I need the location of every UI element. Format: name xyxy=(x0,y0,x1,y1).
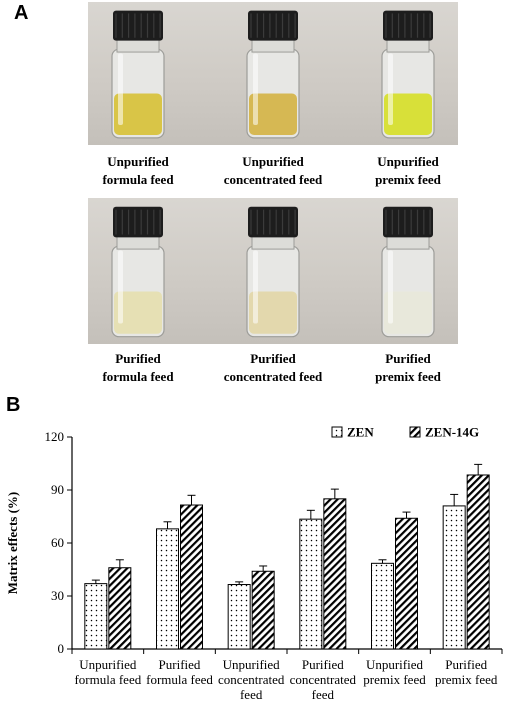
bar-zen xyxy=(371,562,394,650)
vial-label: Unpurified concentrated feed xyxy=(198,153,348,189)
vial-label: Unpurified formula feed xyxy=(63,153,213,189)
bar-zen-14g xyxy=(180,504,203,650)
vial-cap xyxy=(113,206,163,238)
bar-zen-14g xyxy=(395,517,418,650)
vial-liquid xyxy=(384,291,432,334)
vial-glare xyxy=(118,250,123,324)
legend-swatch xyxy=(409,426,421,438)
bar-zen xyxy=(227,584,251,650)
y-tick-label: 120 xyxy=(45,429,65,444)
vial-label-line1: Purified xyxy=(115,351,161,366)
vial-label-line2: concentrated feed xyxy=(223,369,323,384)
x-tick-label: Unpurified xyxy=(223,657,281,672)
panel-b-letter: B xyxy=(6,394,21,416)
bar-zen-14g xyxy=(323,498,347,650)
vial-liquid xyxy=(114,93,162,135)
vial xyxy=(111,206,165,338)
bar-zen xyxy=(156,528,179,650)
vial-label-line1: Purified xyxy=(250,351,296,366)
x-tick-label: feed xyxy=(312,687,335,702)
x-tick-label: Purified xyxy=(159,657,201,672)
vial-cap xyxy=(248,10,298,41)
vials-photo-unpurified-svg xyxy=(111,10,435,139)
vial-neck xyxy=(386,235,430,250)
vial xyxy=(111,10,165,139)
vial-label-line1: Unpurified xyxy=(377,154,439,169)
vial-liquid xyxy=(249,291,297,334)
vial-label-line2: formula feed xyxy=(102,369,174,384)
vial xyxy=(381,206,435,338)
y-tick-label: 60 xyxy=(51,535,64,550)
vial-label-line2: premix feed xyxy=(375,172,441,187)
vial-neck xyxy=(251,235,295,250)
panel-a-letter: A xyxy=(14,2,29,24)
vial xyxy=(246,10,300,139)
y-tick-label: 0 xyxy=(58,641,65,656)
vial-label-line2: formula feed xyxy=(102,172,174,187)
vial-neck xyxy=(251,38,295,53)
x-tick-label: Unpurified xyxy=(79,657,137,672)
vial-liquid xyxy=(114,291,162,334)
x-tick-label: feed xyxy=(240,687,263,702)
vial-label-line2: concentrated feed xyxy=(223,172,323,187)
vial-glare xyxy=(118,53,123,125)
bar-zen xyxy=(442,505,466,650)
y-axis-title: Matrix effects (%) xyxy=(5,492,20,595)
vial-neck xyxy=(116,38,160,53)
vial-label: Purified formula feed xyxy=(63,350,213,386)
vial-glare xyxy=(388,53,393,125)
vial-cap xyxy=(383,206,433,238)
vial-label: Purified premix feed xyxy=(333,350,483,386)
vial xyxy=(381,10,435,139)
x-tick-label: premix feed xyxy=(363,672,426,687)
legend-label: ZEN-14G xyxy=(425,425,479,440)
bar-zen xyxy=(84,583,108,650)
x-tick-label: formula feed xyxy=(146,672,213,687)
x-tick-label: concentrated xyxy=(218,672,285,687)
vial-label-line1: Unpurified xyxy=(107,154,169,169)
vials-photo-purified xyxy=(88,198,458,344)
vial-label: Unpurified premix feed xyxy=(333,153,483,189)
legend-label: ZEN xyxy=(347,425,374,440)
vial-neck xyxy=(386,38,430,53)
bar-zen-14g xyxy=(108,567,132,650)
vial-label-line1: Purified xyxy=(385,351,431,366)
vial-glare xyxy=(253,250,258,324)
x-tick-label: Unpurified xyxy=(366,657,424,672)
vial-label-line1: Unpurified xyxy=(242,154,304,169)
vial-liquid xyxy=(384,93,432,135)
vial xyxy=(246,206,300,338)
vial-neck xyxy=(116,235,160,250)
bar-zen-14g xyxy=(466,474,490,650)
vials-photo-unpurified xyxy=(88,2,458,145)
vial-cap xyxy=(248,206,298,238)
bar-zen xyxy=(299,518,323,650)
legend-swatch xyxy=(331,426,343,438)
vial-liquid xyxy=(249,93,297,135)
bar-zen-14g xyxy=(251,570,275,650)
vial-glare xyxy=(388,250,393,324)
x-tick-label: Purified xyxy=(445,657,487,672)
x-tick-label: premix feed xyxy=(435,672,498,687)
vials-photo-purified-svg xyxy=(111,206,435,338)
x-tick-label: Purified xyxy=(302,657,344,672)
vial-label: Purified concentrated feed xyxy=(198,350,348,386)
y-tick-label: 90 xyxy=(51,482,64,497)
x-tick-label: formula feed xyxy=(74,672,141,687)
vial-label-line2: premix feed xyxy=(375,369,441,384)
vial-cap xyxy=(113,10,163,41)
y-tick-label: 30 xyxy=(51,588,64,603)
x-tick-label: concentrated xyxy=(290,672,357,687)
vial-glare xyxy=(253,53,258,125)
vial-cap xyxy=(383,10,433,41)
